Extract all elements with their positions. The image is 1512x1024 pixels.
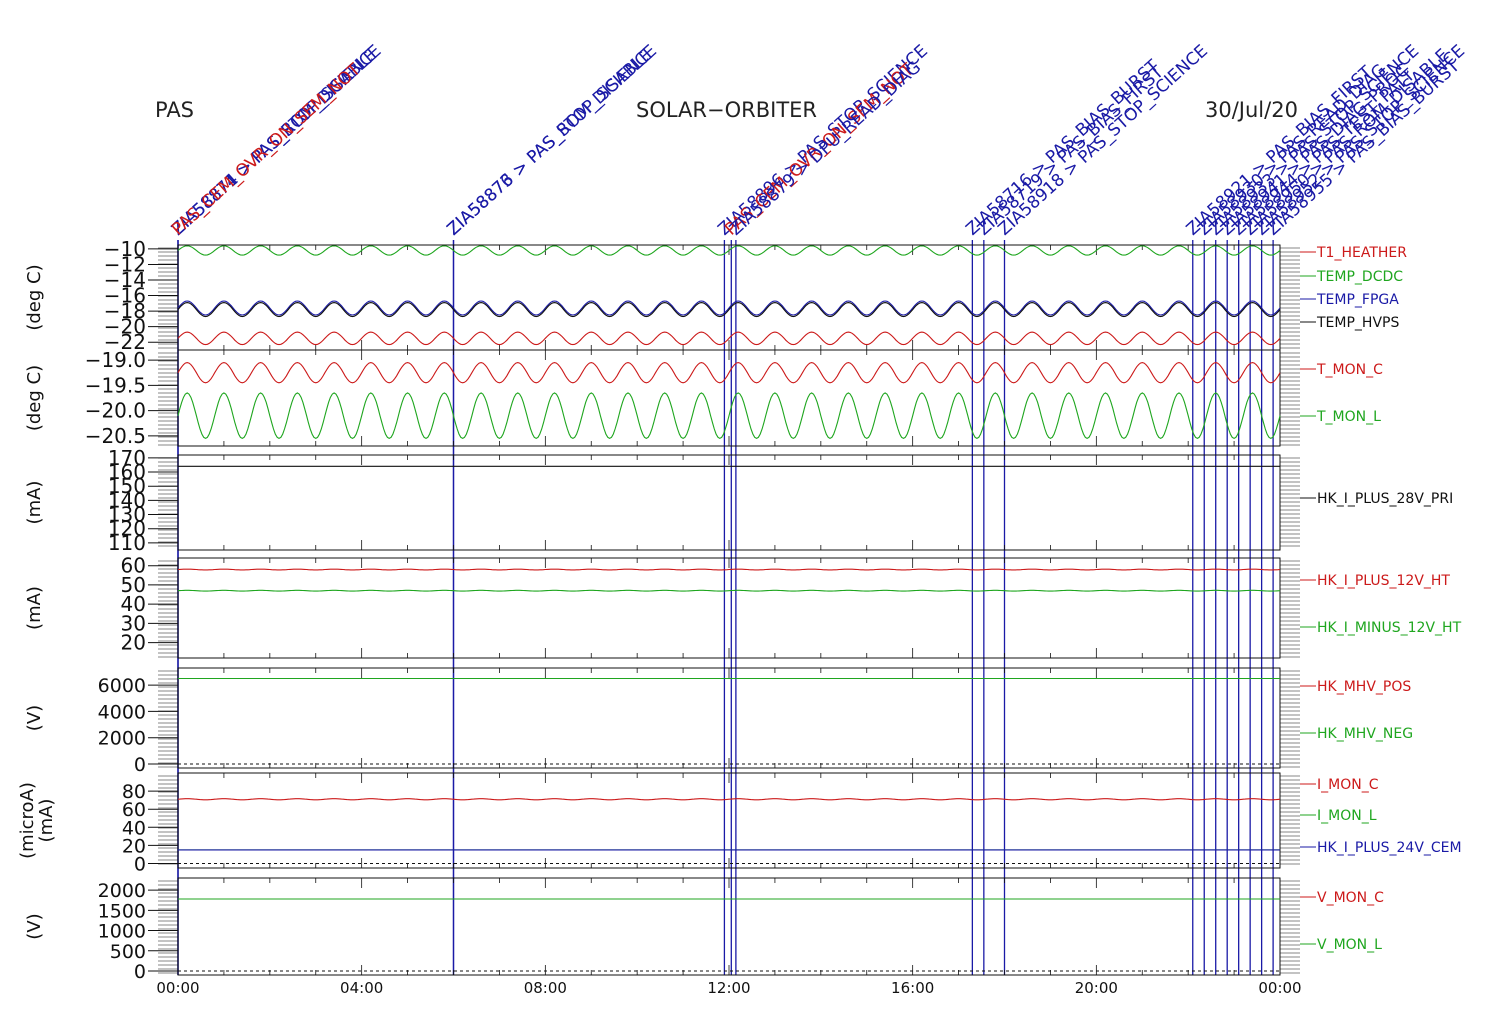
x-tick-label: 04:00	[340, 979, 383, 997]
header-left: PAS	[155, 98, 194, 122]
y-tick-label: −16	[104, 284, 146, 308]
y-tick-label: −20.5	[85, 424, 146, 448]
y-tick-label: 20	[121, 631, 146, 655]
x-tick-label: 00:00	[156, 979, 199, 997]
series-line-temp_dcdc	[177, 245, 1281, 256]
y-tick-label: 110	[108, 531, 146, 555]
y-tick-label: 40	[121, 592, 146, 616]
y-axis-label: (mA)	[24, 586, 45, 630]
y-tick-label: 0	[134, 853, 146, 875]
y-axis-label: (deg C)	[24, 365, 45, 431]
y-tick-label: 6000	[98, 675, 146, 697]
series-line-t1_heather	[177, 331, 1281, 346]
y-tick-label: 140	[108, 488, 146, 512]
y-tick-label: −22	[104, 330, 146, 354]
legend-label: HK_I_PLUS_24V_CEM	[1317, 840, 1462, 856]
x-axis: 00:00 04:00 08:00 12:00 16:00 20:00 00:00	[156, 979, 1301, 997]
legend-label: TEMP_DCDC	[1316, 269, 1403, 285]
y-tick-label: 0	[134, 961, 146, 983]
y-tick-label: 2000	[98, 728, 146, 750]
y-tick-label: −19.5	[85, 373, 146, 397]
y-tick-label: 120	[108, 517, 146, 541]
y-tick-label: 1000	[98, 921, 146, 943]
y-axis-label: (mA)	[24, 481, 45, 525]
x-tick-label: 08:00	[524, 979, 567, 997]
y-tick-label: −20.0	[85, 399, 146, 423]
y-tick-label: 4000	[98, 701, 146, 723]
series-line-temp_hvps	[177, 302, 1281, 318]
legend-label: V_MON_C	[1317, 890, 1384, 906]
y-tick-label: 80	[122, 781, 146, 803]
y-tick-label: 60	[121, 554, 146, 578]
legend-label: T_MON_L	[1316, 409, 1381, 425]
y-axis-label: (V)	[24, 705, 45, 731]
y-axis-label-secondary: (mA)	[36, 799, 57, 843]
y-tick-label: −10	[104, 237, 146, 261]
y-tick-label: 60	[122, 799, 146, 821]
y-tick-label: −20	[104, 315, 146, 339]
series-line-t_mon_c	[177, 362, 1281, 384]
legend-label: HK_I_PLUS_28V_PRI	[1317, 491, 1453, 507]
series-line-hk_i_plus_12v_ht	[177, 568, 1281, 571]
panels-layer: −10−12−14−16−18−20−22 (deg C) T1_HEATHER TE…	[17, 237, 1462, 983]
x-tick-label: 16:00	[891, 979, 934, 997]
legend-label: TEMP_HVPS	[1316, 315, 1399, 331]
legend-label: TEMP_FPGA	[1316, 292, 1399, 308]
legend-label: T_MON_C	[1316, 362, 1383, 378]
header-right: 30/Jul/20	[1205, 98, 1298, 122]
legend-label: HK_I_PLUS_12V_HT	[1317, 573, 1450, 589]
series-line-t_mon_l	[177, 392, 1281, 440]
y-tick-label: 130	[108, 503, 146, 527]
legend-label: I_MON_L	[1317, 808, 1377, 824]
legend-label: T1_HEATHER	[1316, 245, 1407, 261]
legend-label: I_MON_C	[1317, 777, 1379, 793]
y-tick-label: 1500	[98, 900, 146, 922]
y-tick-label: 2000	[98, 880, 146, 902]
series-line-hk_i_minus_12v_ht	[177, 589, 1281, 592]
y-tick-label: 40	[122, 817, 146, 839]
y-tick-label: 150	[108, 474, 146, 498]
y-axis-label: (V)	[24, 913, 45, 939]
y-tick-label: 20	[122, 835, 146, 857]
legend-label: HK_I_MINUS_12V_HT	[1317, 620, 1462, 636]
x-tick-label: 20:00	[1075, 979, 1118, 997]
y-axis-label: (microA)	[17, 782, 38, 859]
y-tick-label: −19.0	[85, 348, 146, 372]
y-tick-label: 0	[134, 754, 146, 776]
legend-label: HK_MHV_NEG	[1317, 726, 1413, 742]
y-tick-label: 30	[121, 611, 146, 635]
header-center: SOLAR−ORBITER	[636, 98, 817, 122]
x-tick-label: 12:00	[707, 979, 750, 997]
x-tick-label: 00:00	[1258, 979, 1301, 997]
y-tick-label: 160	[108, 460, 146, 484]
y-tick-label: −18	[104, 299, 146, 323]
y-tick-label: 50	[121, 573, 146, 597]
legend-label: V_MON_L	[1317, 937, 1382, 953]
y-tick-label: −14	[104, 268, 146, 292]
y-tick-label: 500	[110, 941, 146, 963]
series-line-temp_fpga	[177, 300, 1281, 316]
legend-label: HK_MHV_POS	[1317, 679, 1411, 695]
series-line-i_mon_c	[177, 798, 1281, 801]
y-tick-label: −12	[104, 252, 146, 276]
y-tick-label: 170	[108, 446, 146, 470]
y-axis-label: (deg C)	[24, 264, 45, 330]
